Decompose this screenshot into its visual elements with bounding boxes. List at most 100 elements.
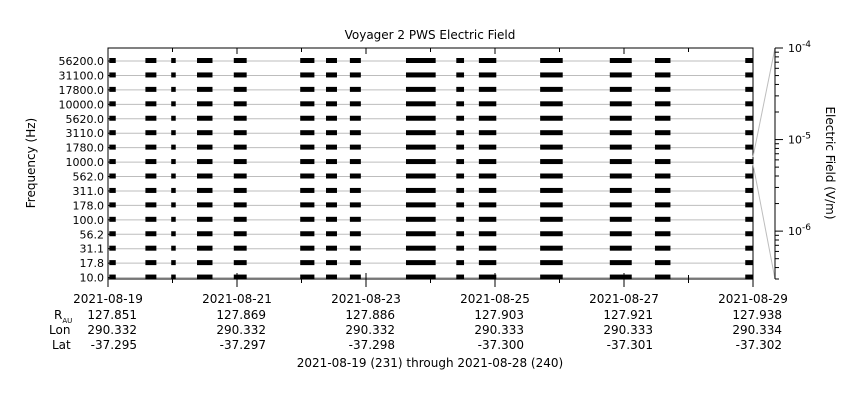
- signal-bar: [745, 115, 753, 121]
- signal-bar: [326, 86, 337, 92]
- signal-bar: [145, 115, 157, 121]
- signal-bar: [654, 260, 671, 266]
- signal-bar: [233, 202, 247, 208]
- signal-bar: [171, 173, 176, 179]
- y-tick-label: 311.0: [73, 185, 105, 198]
- signal-bar: [349, 274, 361, 280]
- signal-bar: [456, 187, 465, 193]
- signal-bar: [233, 274, 247, 280]
- signal-bar: [233, 159, 247, 165]
- signal-bar: [654, 72, 671, 78]
- signal-bar: [349, 202, 361, 208]
- signal-bar: [745, 101, 753, 107]
- colorbar-tick-exponent: -5: [802, 132, 811, 142]
- signal-bar: [456, 260, 465, 266]
- colorbar-label: Electric Field (V/m): [823, 106, 837, 219]
- signal-bar: [609, 144, 632, 150]
- signal-bar: [478, 101, 497, 107]
- ephemeris-label-r-sub: AU: [62, 317, 72, 325]
- signal-bar: [540, 58, 563, 63]
- signal-bar: [197, 173, 213, 179]
- signal-bar: [478, 86, 497, 92]
- signal-bar: [609, 159, 632, 165]
- signal-bar: [609, 245, 632, 251]
- colorbar-tick-mantissa: 10: [788, 225, 802, 238]
- colorbar-tick-label: 10-6: [788, 223, 811, 238]
- signal-bar: [145, 130, 157, 136]
- y-tick-label: 562.0: [73, 171, 105, 184]
- signal-bar: [540, 274, 563, 280]
- signal-bar: [233, 130, 247, 136]
- signal-bar: [456, 202, 465, 208]
- signal-bar: [300, 58, 315, 63]
- signal-bar: [197, 202, 213, 208]
- y-tick-label: 10.0: [80, 272, 105, 285]
- signal-bar: [540, 115, 563, 121]
- chart-title: Voyager 2 PWS Electric Field: [345, 28, 516, 42]
- signal-bar: [197, 115, 213, 121]
- signal-bar: [326, 173, 337, 179]
- ephemeris-lon-value: 290.332: [345, 323, 395, 337]
- signal-bar: [326, 144, 337, 150]
- signal-bar: [478, 245, 497, 251]
- signal-bar: [540, 159, 563, 165]
- colorbar-ticks: 10-410-510-6: [775, 40, 811, 280]
- signal-bar: [405, 130, 436, 136]
- ephemeris-r-value: 127.903: [474, 308, 524, 322]
- signal-bar: [745, 274, 753, 280]
- signal-bar: [405, 101, 436, 107]
- signal-bar: [540, 72, 563, 78]
- ephemeris-lon-value: 290.332: [87, 323, 137, 337]
- signal-bar: [654, 202, 671, 208]
- signal-bar: [456, 72, 465, 78]
- signal-bar: [349, 86, 361, 92]
- signal-bar: [349, 187, 361, 193]
- signal-bar: [456, 274, 465, 280]
- signal-bar: [300, 101, 315, 107]
- signal-bar: [233, 144, 247, 150]
- signal-bar: [300, 202, 315, 208]
- signal-bar: [540, 216, 563, 222]
- ephemeris-lon-value: 290.333: [603, 323, 653, 337]
- signal-bar: [233, 72, 247, 78]
- signal-bar: [145, 101, 157, 107]
- colorbar-tick-mantissa: 10: [788, 42, 802, 55]
- y-tick-label: 17800.0: [59, 84, 105, 97]
- signal-bar: [326, 216, 337, 222]
- y-tick-label: 31100.0: [59, 69, 105, 82]
- signal-bar: [326, 231, 337, 237]
- signal-bar: [171, 58, 176, 63]
- signal-bar: [609, 130, 632, 136]
- signal-bar: [609, 231, 632, 237]
- signal-bar: [349, 231, 361, 237]
- signal-bar: [405, 231, 436, 237]
- signal-bar: [145, 231, 157, 237]
- signal-bar: [300, 159, 315, 165]
- signal-bar: [745, 144, 753, 150]
- signal-bar: [478, 187, 497, 193]
- signal-bar: [456, 115, 465, 121]
- ephemeris-label-r: RAU: [54, 308, 72, 325]
- ephemeris-r-value: 127.851: [87, 308, 137, 322]
- signal-bar: [478, 130, 497, 136]
- signal-bar: [540, 130, 563, 136]
- signal-bar: [478, 274, 497, 280]
- signal-bar: [349, 159, 361, 165]
- signal-bar: [197, 72, 213, 78]
- signal-bar: [300, 115, 315, 121]
- signal-bar: [745, 231, 753, 237]
- signal-bar: [456, 231, 465, 237]
- y-tick-label: 17.8: [80, 257, 105, 270]
- signal-bar: [171, 187, 176, 193]
- signal-bar: [171, 101, 176, 107]
- signal-bar: [609, 72, 632, 78]
- signal-bar: [233, 101, 247, 107]
- ephemeris-label-lon: Lon: [49, 323, 70, 337]
- signal-bar: [326, 274, 337, 280]
- signal-bar: [456, 173, 465, 179]
- y-tick-label: 31.1: [80, 243, 105, 256]
- signal-bar: [456, 130, 465, 136]
- signal-bar: [171, 202, 176, 208]
